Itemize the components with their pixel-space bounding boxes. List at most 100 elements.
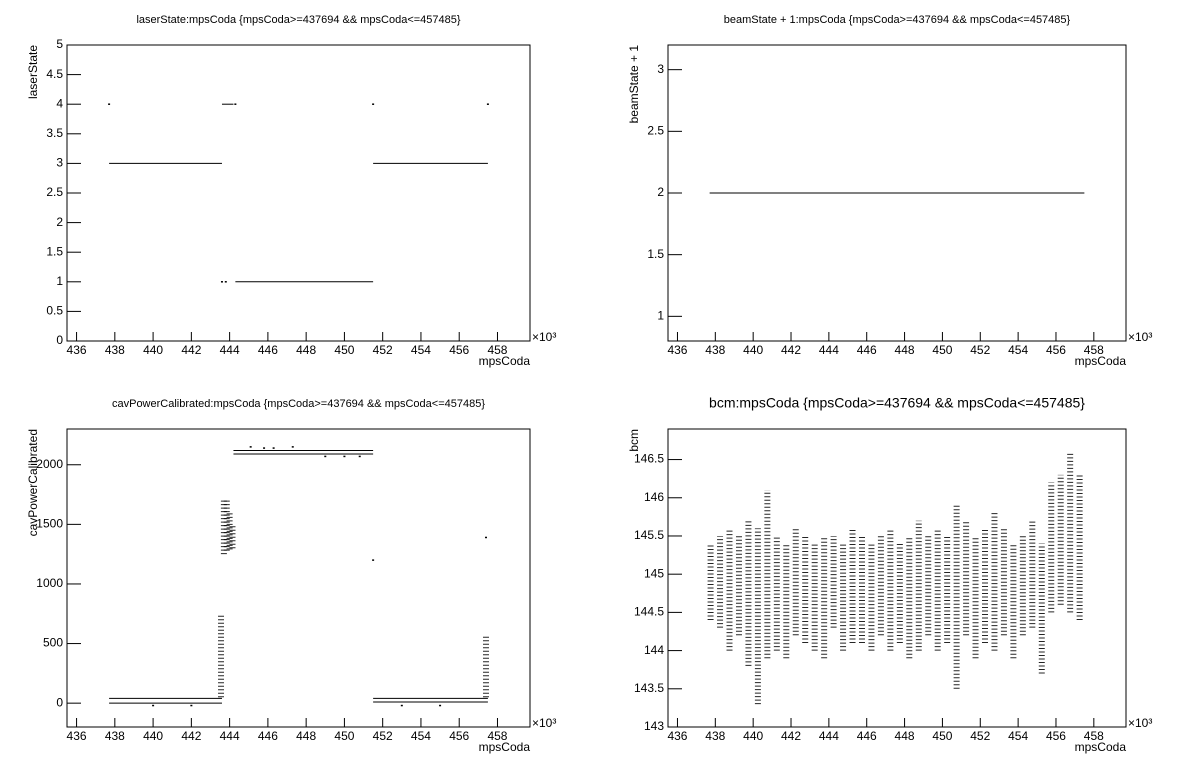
y-tick-label: 3 xyxy=(657,62,664,76)
x-axis-label: mpsCoda xyxy=(479,740,531,754)
x-tick-label: 454 xyxy=(411,729,431,743)
x-multiplier: ×10³ xyxy=(532,330,556,344)
y-tick-label: 4 xyxy=(56,96,63,110)
x-tick-label: 440 xyxy=(143,729,163,743)
y-axis-label: cavPowerCalibrated xyxy=(26,429,40,536)
y-tick-label: 145 xyxy=(644,566,664,580)
data-point xyxy=(372,103,375,105)
data-point xyxy=(224,281,227,283)
y-tick-label: 1.5 xyxy=(647,247,664,261)
x-tick-label: 458 xyxy=(1084,729,1104,743)
y-tick-label: 2 xyxy=(657,185,664,199)
y-tick-label: 145.5 xyxy=(634,528,664,542)
data-point xyxy=(439,704,442,707)
x-tick-label: 452 xyxy=(373,729,393,743)
y-tick-label: 2 xyxy=(56,215,63,229)
y-axis-label: bcm xyxy=(627,429,641,452)
chart-title: cavPowerCalibrated:mpsCoda {mpsCoda>=437… xyxy=(112,398,485,410)
x-multiplier: ×10³ xyxy=(1128,330,1152,344)
data-point xyxy=(486,103,489,105)
x-tick-label: 442 xyxy=(781,343,801,357)
x-tick-label: 442 xyxy=(181,343,201,357)
chart-panel: laserState:mpsCoda {mpsCoda>=437694 && m… xyxy=(26,14,556,368)
chart-panel: bcm:mpsCoda {mpsCoda>=437694 && mpsCoda<… xyxy=(627,395,1152,754)
x-tick-label: 450 xyxy=(334,343,354,357)
x-tick-label: 452 xyxy=(373,343,393,357)
y-tick-label: 2000 xyxy=(36,457,63,471)
y-tick-label: 1.5 xyxy=(46,244,63,258)
x-tick-label: 456 xyxy=(1046,343,1066,357)
y-tick-label: 1 xyxy=(657,309,664,323)
data-point xyxy=(190,704,193,707)
x-tick-label: 454 xyxy=(411,343,431,357)
x-tick-label: 444 xyxy=(220,343,240,357)
data-point xyxy=(234,103,237,105)
x-tick-label: 450 xyxy=(334,729,354,743)
data-point xyxy=(272,447,275,449)
data-point xyxy=(152,704,155,707)
plot-frame xyxy=(66,428,531,728)
y-tick-label: 3.5 xyxy=(46,126,63,140)
x-tick-label: 436 xyxy=(67,343,87,357)
y-tick-label: 143.5 xyxy=(634,681,664,695)
plot-frame xyxy=(66,44,531,342)
data-point xyxy=(263,447,266,449)
x-tick-label: 436 xyxy=(667,343,687,357)
y-tick-label: 0 xyxy=(56,333,63,347)
x-axis-label: mpsCoda xyxy=(1075,740,1127,754)
x-tick-label: 448 xyxy=(895,729,915,743)
x-tick-label: 456 xyxy=(449,729,469,743)
x-tick-label: 436 xyxy=(67,729,87,743)
data-point xyxy=(484,536,487,539)
chart-panel: cavPowerCalibrated:mpsCoda {mpsCoda>=437… xyxy=(26,398,556,754)
y-tick-label: 1000 xyxy=(36,576,63,590)
x-tick-label: 454 xyxy=(1008,343,1028,357)
x-tick-label: 458 xyxy=(1084,343,1104,357)
x-tick-label: 448 xyxy=(895,343,915,357)
x-tick-label: 458 xyxy=(487,343,507,357)
x-tick-label: 442 xyxy=(181,729,201,743)
x-tick-label: 444 xyxy=(819,729,839,743)
x-multiplier: ×10³ xyxy=(1128,716,1152,730)
y-tick-label: 1 xyxy=(56,274,63,288)
x-tick-label: 452 xyxy=(970,343,990,357)
y-tick-label: 144.5 xyxy=(634,605,664,619)
data-point xyxy=(372,559,375,561)
x-axis-label: mpsCoda xyxy=(479,354,531,368)
y-tick-label: 4.5 xyxy=(46,67,63,81)
y-tick-label: 0.5 xyxy=(46,304,63,318)
x-multiplier: ×10³ xyxy=(532,716,556,730)
data-point xyxy=(324,455,327,458)
x-tick-label: 436 xyxy=(667,729,687,743)
x-tick-label: 446 xyxy=(857,343,877,357)
data-point xyxy=(249,446,252,448)
data-point xyxy=(291,446,294,448)
x-tick-label: 450 xyxy=(932,343,952,357)
y-tick-label: 2.5 xyxy=(647,124,664,138)
x-tick-label: 438 xyxy=(705,729,725,743)
x-tick-label: 448 xyxy=(296,343,316,357)
x-tick-label: 458 xyxy=(487,729,507,743)
data-point xyxy=(358,455,361,458)
x-tick-label: 440 xyxy=(743,729,763,743)
x-tick-label: 448 xyxy=(296,729,316,743)
y-tick-label: 146 xyxy=(644,490,664,504)
plot-frame xyxy=(667,428,1127,728)
y-tick-label: 143 xyxy=(644,719,664,733)
x-tick-label: 444 xyxy=(220,729,240,743)
chart-title: beamState + 1:mpsCoda {mpsCoda>=437694 &… xyxy=(724,14,1071,26)
x-tick-label: 454 xyxy=(1008,729,1028,743)
x-tick-label: 440 xyxy=(743,343,763,357)
y-tick-label: 500 xyxy=(43,636,63,650)
y-axis-label: beamState + 1 xyxy=(627,45,641,124)
x-tick-label: 456 xyxy=(1046,729,1066,743)
chart-title: bcm:mpsCoda {mpsCoda>=437694 && mpsCoda<… xyxy=(709,395,1085,411)
x-tick-label: 446 xyxy=(258,343,278,357)
data-point xyxy=(343,455,346,458)
x-tick-label: 440 xyxy=(143,343,163,357)
data-point xyxy=(400,704,403,707)
x-axis-label: mpsCoda xyxy=(1075,354,1127,368)
x-tick-label: 446 xyxy=(258,729,278,743)
x-tick-label: 442 xyxy=(781,729,801,743)
